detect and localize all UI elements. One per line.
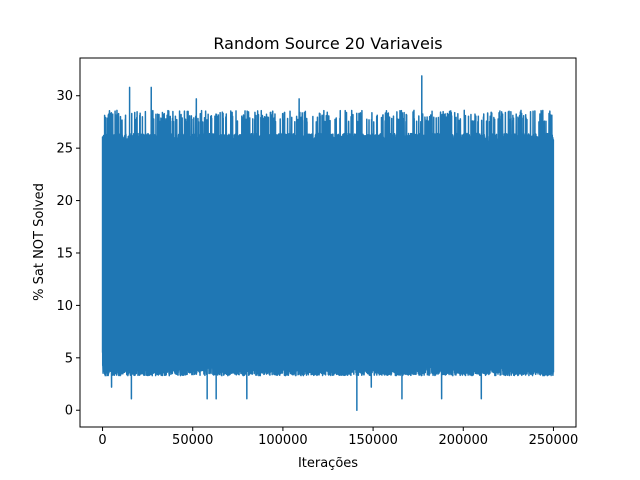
chart-title: Random Source 20 Variaveis (213, 34, 442, 53)
y-tick-label: 5 (65, 351, 73, 366)
y-tick-label: 25 (56, 142, 73, 157)
x-tick-label: 100000 (258, 433, 308, 448)
y-axis: 0 5 10 15 20 25 30 (56, 89, 80, 419)
x-axis-label: Iterações (298, 456, 358, 471)
x-tick-label: 250000 (529, 433, 579, 448)
x-tick-label: 0 (98, 433, 106, 448)
x-tick-label: 200000 (438, 433, 488, 448)
y-tick-label: 0 (65, 404, 73, 419)
y-tick-label: 15 (56, 246, 73, 261)
x-tick-label: 50000 (172, 433, 213, 448)
x-tick-label: 150000 (348, 433, 398, 448)
y-tick-label: 20 (56, 194, 73, 209)
series-layer (101, 75, 555, 411)
y-tick-label: 10 (56, 299, 73, 314)
y-axis-label: % Sat NOT Solved (32, 183, 47, 301)
plot-area (79, 57, 577, 428)
axes-frame (79, 57, 577, 428)
x-axis: 0 50000 100000 150000 200000 250000 (98, 427, 578, 448)
series-line (101, 75, 555, 411)
y-tick-label: 30 (56, 89, 73, 104)
